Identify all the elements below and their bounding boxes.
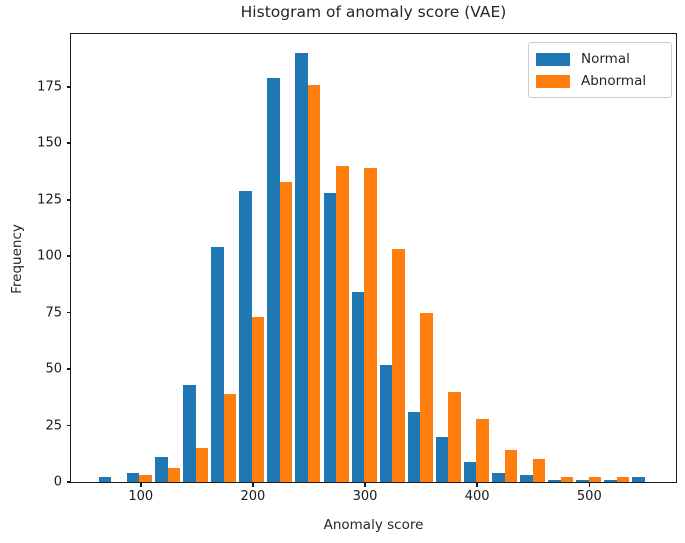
y-tick-label: 100 [37, 248, 62, 264]
x-tick-label: 100 [128, 489, 154, 504]
y-tick [66, 86, 71, 88]
plot-area: 100 200 300 400 500 0 25 50 75 100 125 150 175 [37, 33, 677, 504]
x-tick [588, 482, 591, 487]
y-tick-label: 175 [37, 79, 62, 95]
bar-abnormal [336, 165, 349, 482]
bar-abnormal [364, 168, 377, 482]
legend-swatch-abnormal [536, 74, 570, 88]
bar-normal [492, 472, 505, 482]
x-axis-label: Anomaly score [323, 517, 424, 533]
bar-abnormal [588, 477, 602, 482]
y-tick [66, 142, 71, 145]
bar-abnormal [476, 418, 489, 482]
y-axis-label: Frequency [9, 224, 25, 294]
y-tick [66, 368, 71, 370]
bar-normal [463, 461, 477, 482]
legend-label-normal: Normal [581, 51, 630, 67]
legend-item-abnormal: Abnormal [536, 71, 671, 91]
bar-normal [267, 77, 280, 482]
x-tick-label: 400 [464, 489, 490, 504]
bar-abnormal [139, 475, 152, 482]
legend-label-abnormal: Abnormal [581, 73, 647, 89]
bar-abnormal [532, 459, 546, 482]
bar-abnormal [560, 477, 574, 482]
x-tick-label: 300 [352, 489, 378, 504]
x-tick-label: 500 [576, 489, 602, 504]
bar-normal [126, 472, 140, 482]
y-tick [66, 481, 71, 483]
bar-normal [295, 52, 308, 482]
bar-normal [435, 436, 449, 482]
y-tick-label: 75 [45, 305, 62, 321]
y-tick [66, 198, 71, 201]
x-tick [139, 482, 142, 487]
bar-abnormal [223, 393, 237, 482]
legend-swatch-normal [536, 52, 570, 66]
legend: Normal Abnormal [528, 42, 672, 98]
bar-normal [576, 479, 589, 482]
bar-normal [351, 292, 365, 482]
bar-normal [155, 457, 168, 482]
bar-normal [548, 479, 561, 482]
bar-normal [520, 475, 533, 482]
bar-abnormal [167, 468, 181, 482]
bar-abnormal [448, 391, 461, 482]
bar-abnormal [504, 450, 517, 482]
x-tick-label: 200 [240, 489, 266, 504]
bar-abnormal [195, 448, 209, 482]
y-tick-label: 150 [37, 135, 62, 151]
bar-normal [632, 477, 645, 482]
chart-title: Histogram of anomaly score (VAE) [240, 3, 507, 21]
y-tick [66, 424, 71, 427]
y-tick-label: 50 [45, 361, 62, 377]
bar-abnormal [392, 249, 405, 482]
y-tick-label: 25 [45, 418, 62, 434]
bar-normal [183, 384, 196, 482]
y-tick [66, 311, 71, 314]
bar-normal [211, 247, 224, 482]
bar-normal [98, 477, 112, 482]
bar-abnormal [420, 312, 433, 482]
y-tick [66, 255, 71, 257]
bar-abnormal [251, 317, 265, 482]
x-tick [364, 482, 366, 487]
bar-normal [604, 479, 617, 482]
bar-abnormal [616, 477, 630, 482]
bar-normal [379, 364, 393, 482]
x-tick [252, 482, 254, 487]
y-tick-label: 0 [53, 474, 62, 490]
bar-abnormal [279, 181, 293, 482]
bar-normal [407, 412, 421, 482]
x-tick [476, 482, 478, 487]
legend-item-normal: Normal [536, 49, 671, 69]
bar-normal [323, 192, 337, 482]
bar-normal [239, 190, 252, 482]
y-tick-label: 125 [37, 192, 62, 208]
bar-abnormal [307, 84, 321, 482]
